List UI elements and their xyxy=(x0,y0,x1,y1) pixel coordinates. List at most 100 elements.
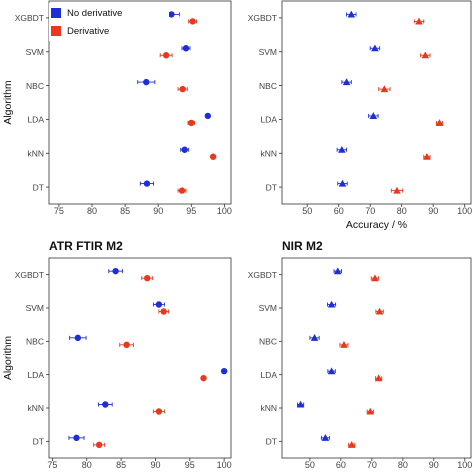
y-tick-label: DT xyxy=(33,182,44,192)
y-tick-label: NBC xyxy=(26,337,44,347)
x-tick-label: 100 xyxy=(217,460,232,470)
panel-frame xyxy=(281,257,472,459)
data-point-triangle xyxy=(421,51,430,59)
data-point-triangle xyxy=(423,152,431,160)
data-point-circle xyxy=(178,187,186,194)
data-point-triangle xyxy=(371,44,379,52)
x-tick-label: 50 xyxy=(302,206,312,216)
data-point-circle xyxy=(160,308,167,315)
y-tick-label: LDA xyxy=(260,370,277,380)
y-tick-label: NBC xyxy=(259,81,277,91)
y-tick-label: DT xyxy=(266,437,277,447)
data-point-circle xyxy=(181,146,188,153)
x-tick-label: 100 xyxy=(217,206,232,216)
data-point-triangle xyxy=(374,374,383,382)
y-tick-label: kNN xyxy=(27,403,44,413)
panel-title: ATR FTIR M2 xyxy=(49,239,123,253)
data-point-circle xyxy=(209,153,217,160)
panel-2 xyxy=(281,0,472,205)
x-tick-label: 90 xyxy=(153,206,163,216)
legend-label-no-derivative: No derivative xyxy=(67,7,123,19)
y-tick-label: NBC xyxy=(26,81,44,91)
data-point-circle xyxy=(168,11,175,18)
x-tick-label: 75 xyxy=(54,206,64,216)
data-point-triangle xyxy=(380,85,389,93)
x-tick-label: 90 xyxy=(429,460,439,470)
data-point-circle xyxy=(155,408,163,415)
x-tick-label: 90 xyxy=(150,460,160,470)
x-tick-label: 85 xyxy=(120,206,130,216)
data-point-circle xyxy=(143,180,151,187)
x-tick-label: 70 xyxy=(365,206,375,216)
legend-item-no-derivative: No derivative xyxy=(51,5,122,21)
data-point-triangle xyxy=(333,267,342,275)
y-tick-label: kNN xyxy=(27,148,44,158)
x-tick-label: 60 xyxy=(334,206,344,216)
y-axis-label: Algorithm xyxy=(2,336,14,381)
data-point-circle xyxy=(95,441,103,449)
x-tick-label: 95 xyxy=(186,206,196,216)
y-tick-label: NBC xyxy=(259,337,277,347)
data-point-circle xyxy=(123,341,130,349)
panel-frame xyxy=(48,257,232,459)
data-point-triangle xyxy=(327,367,336,375)
panel-4 xyxy=(281,257,472,459)
data-point-circle xyxy=(155,301,163,308)
data-point-triangle xyxy=(347,10,356,18)
data-point-circle xyxy=(204,112,212,120)
y-tick-label: DT xyxy=(266,182,277,192)
x-axis-label: Accuracy / % xyxy=(346,219,407,231)
y-tick-label: XGBDT xyxy=(15,13,44,23)
panel-3 xyxy=(48,257,232,459)
y-tick-label: LDA xyxy=(27,115,44,125)
y-tick-label: LDA xyxy=(27,370,44,380)
legend-swatch-derivative xyxy=(51,26,61,36)
data-point-circle xyxy=(162,52,170,59)
panel-frame xyxy=(281,0,472,205)
data-point-circle xyxy=(200,374,207,382)
data-point-triangle xyxy=(435,119,444,126)
data-point-triangle xyxy=(366,407,375,415)
legend-item-derivative: Derivative xyxy=(51,23,109,39)
data-point-triangle xyxy=(296,400,305,408)
x-tick-label: 75 xyxy=(47,460,57,470)
legend-swatch-no-derivative xyxy=(51,8,61,18)
x-tick-label: 50 xyxy=(305,460,315,470)
y-axis-label: Algorithm xyxy=(2,80,14,125)
x-tick-label: 80 xyxy=(398,460,408,470)
data-point-triangle xyxy=(342,78,351,86)
data-point-triangle xyxy=(393,186,401,194)
data-point-circle xyxy=(143,78,150,86)
x-tick-label: 80 xyxy=(87,206,97,216)
data-point-triangle xyxy=(310,334,319,341)
data-point-circle xyxy=(220,367,228,375)
data-point-circle xyxy=(112,267,119,275)
y-tick-label: XGBDT xyxy=(15,270,44,280)
x-tick-label: 95 xyxy=(185,460,195,470)
data-point-triangle xyxy=(371,274,379,282)
x-tick-label: 100 xyxy=(457,206,472,216)
y-tick-label: kNN xyxy=(260,403,277,413)
x-tick-label: 80 xyxy=(397,206,407,216)
y-tick-label: SVM xyxy=(259,303,277,313)
data-point-triangle xyxy=(375,307,384,315)
data-point-circle xyxy=(73,434,80,442)
data-point-circle xyxy=(102,401,109,408)
data-point-triangle xyxy=(369,112,378,119)
y-tick-label: XGBDT xyxy=(248,270,277,280)
x-tick-label: 100 xyxy=(457,460,472,470)
data-point-triangle xyxy=(340,341,348,348)
data-point-triangle xyxy=(415,17,423,25)
data-point-circle xyxy=(189,18,196,25)
y-tick-label: SVM xyxy=(26,303,44,313)
data-point-circle xyxy=(188,119,195,127)
x-tick-label: 90 xyxy=(428,206,438,216)
panel-title: NIR M2 xyxy=(282,239,323,253)
data-point-triangle xyxy=(338,179,347,187)
data-point-triangle xyxy=(338,145,346,153)
legend: No derivative Derivative xyxy=(49,3,169,41)
data-point-triangle xyxy=(321,434,330,441)
x-tick-label: 85 xyxy=(116,460,126,470)
y-tick-label: XGBDT xyxy=(248,13,277,23)
